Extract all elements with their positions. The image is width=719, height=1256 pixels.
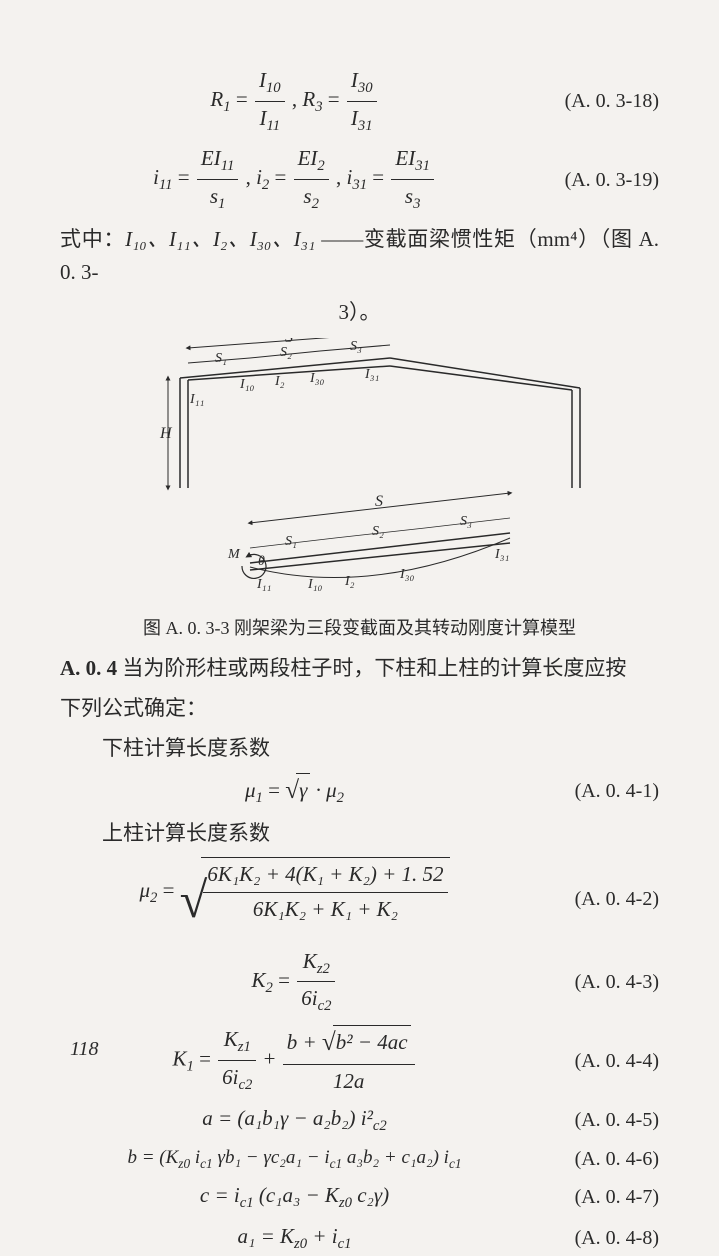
- eq42-num: 6K₁K₂ + 4(K₁ + K₂) + 1. 52: [203, 858, 447, 893]
- fig2-label-I10: I₁₀: [307, 577, 323, 592]
- fig2-label-theta: θ: [258, 554, 265, 569]
- fig2-label-I30: I₃₀: [399, 567, 415, 582]
- equation-a04-1: μ1 = √γ · μ2 (A. 0. 4-1): [60, 771, 659, 811]
- fig-label-S3: S₃: [350, 339, 362, 354]
- fig2-label-I11: I₁₁: [256, 577, 271, 592]
- equation-a03-19: i11 = EI11 s1 , i2 = EI2 s2 , i31 = EI31…: [60, 142, 659, 216]
- fig2-label-M: M: [227, 547, 241, 562]
- equation-a04-2: μ2 = √ 6K₁K₂ + 4(K₁ + K₂) + 1. 52 6K₁K₂ …: [60, 857, 659, 941]
- fig-label-I2: I₂: [274, 374, 285, 389]
- fig2-label-I2: I₂: [344, 574, 355, 589]
- where-desc2: 3）。: [339, 300, 381, 324]
- eq46-body: b = (Kz0 ic1 γb₁ − γc₂a₁ − ic1 a₃b₂ + c₁…: [60, 1143, 529, 1174]
- fig2-label-S1: S₁: [285, 534, 297, 549]
- fig-label-S2: S₂: [280, 345, 292, 360]
- figure-svg: S S₁ S₂ S₃ I₁₀ I₂ I₃₀ I₃₁ I₁₁ H: [110, 338, 610, 608]
- eq18-R1: R: [210, 87, 223, 111]
- eq18-body: R1 = I10 I11 , R3 = I30 I31: [60, 64, 529, 138]
- where-dash: ——: [315, 227, 363, 251]
- eq44-label: (A. 0. 4-4): [529, 1045, 659, 1077]
- fig-label-H: H: [159, 425, 173, 442]
- eq45-body: a = (a₁b₁γ − a₂b₂) i²c2: [60, 1102, 529, 1139]
- eq43-label: (A. 0. 4-3): [529, 966, 659, 998]
- eq41-label: (A. 0. 4-1): [529, 775, 659, 807]
- section-a04-line2: 下列公式确定：: [60, 692, 659, 726]
- eq19-label: (A. 0. 3-19): [529, 164, 659, 196]
- where-line: 式中：I₁₀、I₁₁、I₂、I₃₀、I₃₁ ——变截面梁惯性矩（mm⁴）（图 A…: [60, 223, 659, 290]
- eq19-body: i11 = EI11 s1 , i2 = EI2 s2 , i31 = EI31…: [60, 142, 529, 216]
- fig-label-I11: I₁₁: [189, 392, 204, 407]
- where-symbols: I₁₀、I₁₁、I₂、I₃₀、I₃₁: [125, 227, 315, 251]
- figure-a033: S S₁ S₂ S₃ I₁₀ I₂ I₃₀ I₃₁ I₁₁ H: [60, 338, 659, 608]
- eq42-label: (A. 0. 4-2): [529, 883, 659, 915]
- eq48-label: (A. 0. 4-8): [529, 1222, 659, 1254]
- section-a04-line1: A. 0. 4 当为阶形柱或两段柱子时，下柱和上柱的计算长度应按: [60, 652, 659, 686]
- equation-a03-18: R1 = I10 I11 , R3 = I30 I31 (A. 0. 3-18): [60, 64, 659, 138]
- lower-col-text: 下柱计算长度系数: [60, 732, 659, 766]
- fig2-label-S: S: [375, 493, 383, 510]
- eq48-body: a₁ = Kz0 + ic1: [60, 1220, 529, 1256]
- fig2-label-S3: S₃: [460, 514, 472, 529]
- where-prefix: 式中：: [60, 227, 125, 251]
- eq42-den: 6K₁K₂ + K₁ + K₂: [203, 893, 447, 927]
- fig2-label-I31: I₃₁: [494, 547, 509, 562]
- eq18-label: (A. 0. 3-18): [529, 85, 659, 117]
- figure-caption: 图 A. 0. 3-3 刚架梁为三段变截面及其转动刚度计算模型: [60, 614, 659, 643]
- fig-label-I10: I₁₀: [239, 377, 255, 392]
- fig2-label-S2: S₂: [372, 524, 384, 539]
- where-line-2: 3）。: [60, 296, 659, 330]
- section-head: A. 0. 4: [60, 656, 117, 680]
- upper-col-text: 上柱计算长度系数: [60, 817, 659, 851]
- fig-label-S1: S₁: [215, 351, 227, 366]
- eq45-label: (A. 0. 4-5): [529, 1104, 659, 1136]
- fig-label-I30: I₃₀: [309, 371, 325, 386]
- equation-a04-6: b = (Kz0 ic1 γb₁ − γc₂a₁ − ic1 a₃b₂ + c₁…: [60, 1143, 659, 1175]
- equation-a04-8: a₁ = Kz0 + ic1 (A. 0. 4-8): [60, 1220, 659, 1256]
- eq46-label: (A. 0. 4-6): [529, 1143, 659, 1175]
- section-textA: 当为阶形柱或两段柱子时，下柱和上柱的计算长度应按: [117, 656, 626, 680]
- page-number: 118: [70, 1033, 99, 1065]
- equation-a04-4: K1 = Kz1 6ic2 + b + √b² − 4ac 12a (A. 0.…: [60, 1023, 659, 1098]
- eq47-body: c = ic1 (c₁a₃ − Kz0 c₂γ): [60, 1179, 529, 1216]
- equation-a04-3: K2 = Kz2 6ic2 (A. 0. 4-3): [60, 945, 659, 1019]
- equation-a04-5: a = (a₁b₁γ − a₂b₂) i²c2 (A. 0. 4-5): [60, 1102, 659, 1139]
- fig-label-I31: I₃₁: [364, 367, 379, 382]
- eq47-label: (A. 0. 4-7): [529, 1181, 659, 1213]
- equation-a04-7: c = ic1 (c₁a₃ − Kz0 c₂γ) (A. 0. 4-7): [60, 1179, 659, 1216]
